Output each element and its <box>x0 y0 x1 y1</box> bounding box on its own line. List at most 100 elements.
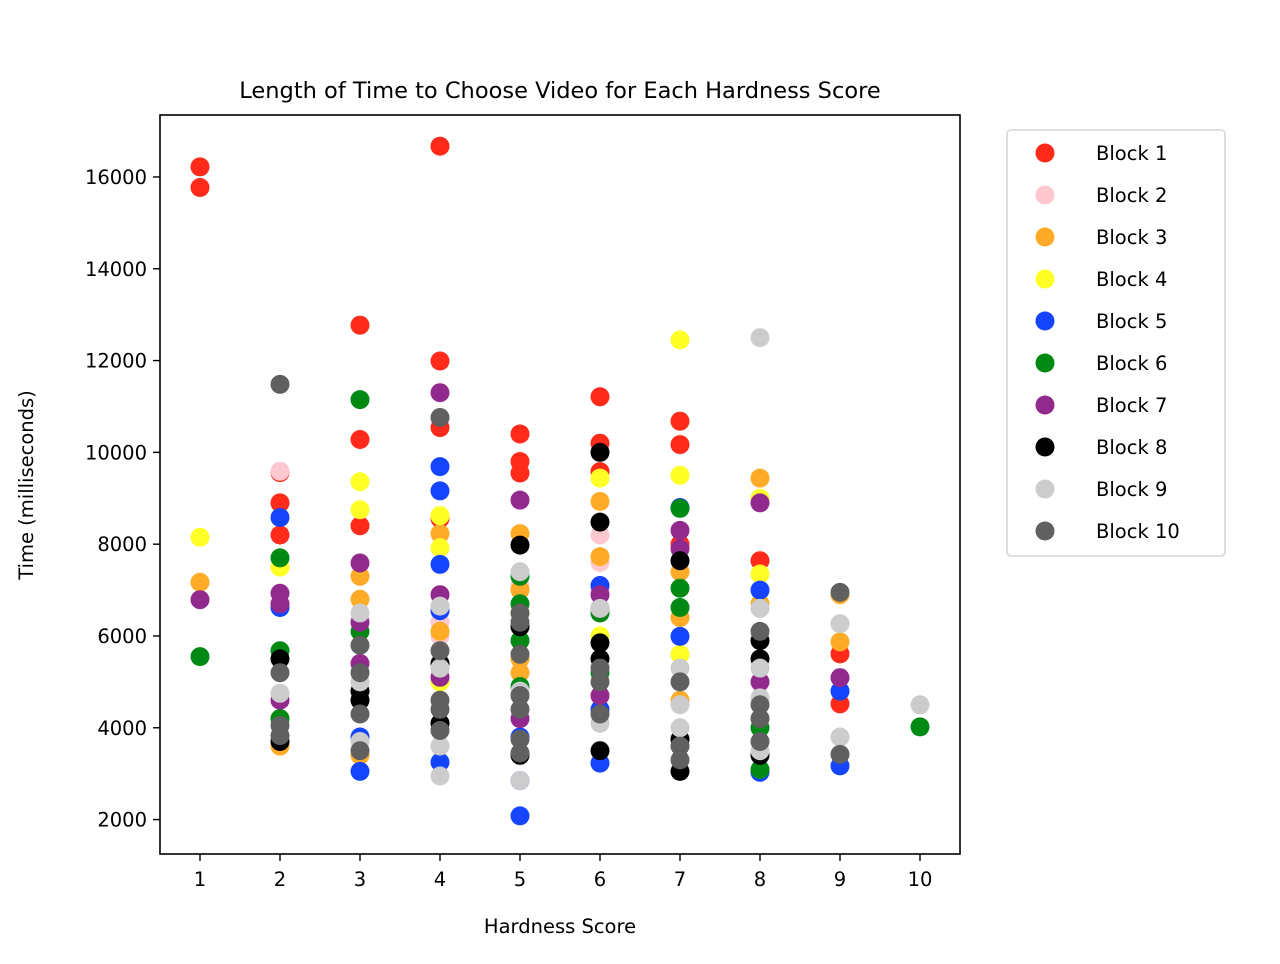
x-tick-label: 6 <box>594 868 606 891</box>
data-point <box>430 506 450 526</box>
data-point <box>670 498 690 518</box>
legend-label: Block 8 <box>1096 436 1167 459</box>
legend-entry: Block 9 <box>1035 478 1167 501</box>
data-point <box>590 672 610 692</box>
data-point <box>430 736 450 756</box>
legend-label: Block 1 <box>1096 142 1167 165</box>
legend-label: Block 9 <box>1096 478 1167 501</box>
legend-marker <box>1035 437 1055 457</box>
data-point <box>830 681 850 701</box>
data-point <box>510 562 530 582</box>
data-point <box>750 695 770 715</box>
legend-marker <box>1035 311 1055 331</box>
legend-marker <box>1035 521 1055 541</box>
legend-box <box>1006 129 1226 557</box>
data-point <box>430 752 450 772</box>
data-point <box>590 492 610 511</box>
data-point <box>510 463 530 483</box>
data-point <box>270 683 290 703</box>
legend-marker <box>1035 395 1055 415</box>
data-point <box>670 551 690 571</box>
data-point <box>190 572 210 592</box>
chart-title: Length of Time to Choose Video for Each … <box>239 78 880 104</box>
data-point <box>670 658 690 678</box>
data-point <box>510 644 530 664</box>
data-point <box>270 374 290 394</box>
data-point <box>350 741 370 761</box>
data-point <box>750 468 770 488</box>
data-point <box>510 612 530 632</box>
data-point <box>830 744 850 764</box>
data-point <box>830 632 850 652</box>
data-point <box>510 686 530 706</box>
data-point <box>350 390 370 410</box>
data-point <box>590 387 610 407</box>
data-point <box>750 551 770 571</box>
y-axis: 2000 4000 6000 8000 10000 12000 14000 16000 <box>85 166 160 832</box>
data-point <box>750 709 770 729</box>
x-tick-label: 3 <box>354 868 366 891</box>
data-point <box>430 766 450 786</box>
data-point <box>430 136 450 156</box>
data-point <box>910 717 930 737</box>
data-point <box>670 465 690 485</box>
legend-label: Block 3 <box>1096 226 1167 249</box>
legend-marker <box>1035 143 1055 163</box>
data-point <box>350 566 370 586</box>
data-point <box>270 663 290 683</box>
data-point <box>270 548 290 568</box>
legend: Block 1 Block 2 Block 3 Block 4 Block 5 Block… <box>1006 129 1226 557</box>
y-tick-label: 2000 <box>97 809 147 832</box>
data-point <box>350 704 370 724</box>
data-point <box>270 461 290 481</box>
data-point <box>750 564 770 584</box>
data-point <box>830 668 850 688</box>
data-point <box>750 328 770 348</box>
data-point <box>190 157 210 177</box>
x-axis-label: Hardness Score <box>484 915 636 938</box>
data-point <box>590 468 610 488</box>
data-point <box>750 621 770 641</box>
legend-label: Block 5 <box>1096 310 1167 333</box>
legend-label: Block 4 <box>1096 268 1167 291</box>
legend-label: Block 2 <box>1096 184 1167 207</box>
legend-marker <box>1035 185 1055 205</box>
data-point <box>670 330 690 350</box>
data-point <box>670 695 690 715</box>
data-point <box>590 598 610 618</box>
data-point <box>430 721 450 740</box>
data-point <box>510 580 530 600</box>
data-point <box>350 430 370 449</box>
data-point <box>590 442 610 462</box>
data-point <box>430 524 450 544</box>
data-point <box>190 178 210 197</box>
data-point <box>430 538 450 558</box>
data-point <box>750 732 770 751</box>
data-point <box>670 644 690 664</box>
data-point <box>350 635 370 655</box>
y-tick-label: 16000 <box>85 166 147 189</box>
x-tick-label: 8 <box>754 868 766 891</box>
data-point <box>590 547 610 567</box>
data-point <box>590 704 610 724</box>
plot-frame <box>159 114 961 855</box>
data-point <box>350 472 370 492</box>
data-point <box>590 585 610 605</box>
legend-label: Block 7 <box>1096 394 1167 417</box>
data-point <box>350 761 370 781</box>
series-10 <box>270 374 850 770</box>
data-point <box>670 598 690 617</box>
data-point <box>430 658 450 678</box>
data-point <box>350 663 370 683</box>
y-tick-label: 14000 <box>85 258 147 281</box>
data-point <box>430 554 450 574</box>
data-point <box>910 695 930 715</box>
data-point <box>670 578 690 598</box>
data-point <box>590 633 610 653</box>
plot-area <box>159 114 961 855</box>
legend-marker <box>1035 269 1055 289</box>
legend-entry: Block 2 <box>1035 184 1167 207</box>
y-tick-label: 6000 <box>97 625 147 648</box>
data-point <box>270 726 290 746</box>
x-tick-label: 7 <box>674 868 686 891</box>
